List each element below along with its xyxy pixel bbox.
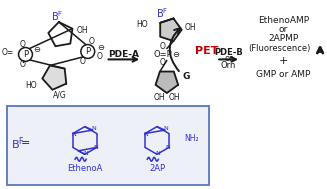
Text: GMP or AMP: GMP or AMP xyxy=(256,70,311,79)
Text: N: N xyxy=(71,132,76,137)
Text: $\mathsf{B^F}$: $\mathsf{B^F}$ xyxy=(51,9,63,23)
Text: G: G xyxy=(183,72,190,81)
Text: O: O xyxy=(89,37,95,46)
Text: N: N xyxy=(165,145,170,150)
Text: O=: O= xyxy=(1,48,14,57)
Text: $\mathsf{B^F}$: $\mathsf{B^F}$ xyxy=(156,6,168,20)
Polygon shape xyxy=(43,65,66,90)
Text: O: O xyxy=(20,60,26,69)
Text: O: O xyxy=(97,52,103,61)
Text: Orn: Orn xyxy=(221,61,236,70)
Text: N: N xyxy=(83,151,88,156)
Text: N: N xyxy=(91,126,96,131)
Text: HO: HO xyxy=(136,20,148,29)
Circle shape xyxy=(19,48,32,61)
Text: O: O xyxy=(160,42,166,51)
Text: 2AP: 2AP xyxy=(149,164,165,173)
Text: OH: OH xyxy=(169,93,181,102)
Text: P: P xyxy=(85,47,90,56)
Text: A/G: A/G xyxy=(53,91,67,99)
Text: N: N xyxy=(94,145,98,150)
Text: $\mathsf{B^F}$: $\mathsf{B^F}$ xyxy=(11,135,25,152)
Text: OH: OH xyxy=(77,26,89,35)
Text: N: N xyxy=(156,151,160,156)
Text: NH₂: NH₂ xyxy=(185,134,199,143)
Text: HO: HO xyxy=(26,81,37,90)
Text: P: P xyxy=(23,50,28,59)
Text: (Fluorescence): (Fluorescence) xyxy=(249,44,311,53)
Polygon shape xyxy=(156,72,178,93)
Text: $\ominus$: $\ominus$ xyxy=(97,43,105,52)
Text: O: O xyxy=(160,58,166,67)
Text: =: = xyxy=(21,138,30,148)
Text: OH: OH xyxy=(185,23,196,32)
Text: PDE-B: PDE-B xyxy=(214,48,243,57)
Text: N: N xyxy=(164,126,168,131)
Text: +: + xyxy=(279,56,288,66)
Text: PDE-A: PDE-A xyxy=(108,50,139,59)
Circle shape xyxy=(81,45,95,58)
Text: $\ominus$: $\ominus$ xyxy=(172,50,180,59)
FancyBboxPatch shape xyxy=(7,106,209,185)
Text: O=P: O=P xyxy=(154,50,173,59)
Text: O: O xyxy=(80,57,86,66)
Text: or: or xyxy=(279,25,288,34)
Polygon shape xyxy=(160,19,182,41)
Text: or: or xyxy=(224,54,233,63)
Text: EthenoAMP: EthenoAMP xyxy=(258,16,309,25)
Text: N: N xyxy=(144,132,148,137)
Text: EthenoA: EthenoA xyxy=(67,164,102,173)
Text: OH: OH xyxy=(153,93,165,102)
Text: $\ominus$: $\ominus$ xyxy=(33,45,42,54)
Text: PET: PET xyxy=(195,46,218,57)
Text: O: O xyxy=(20,40,26,49)
Text: 2APMP: 2APMP xyxy=(268,34,299,43)
